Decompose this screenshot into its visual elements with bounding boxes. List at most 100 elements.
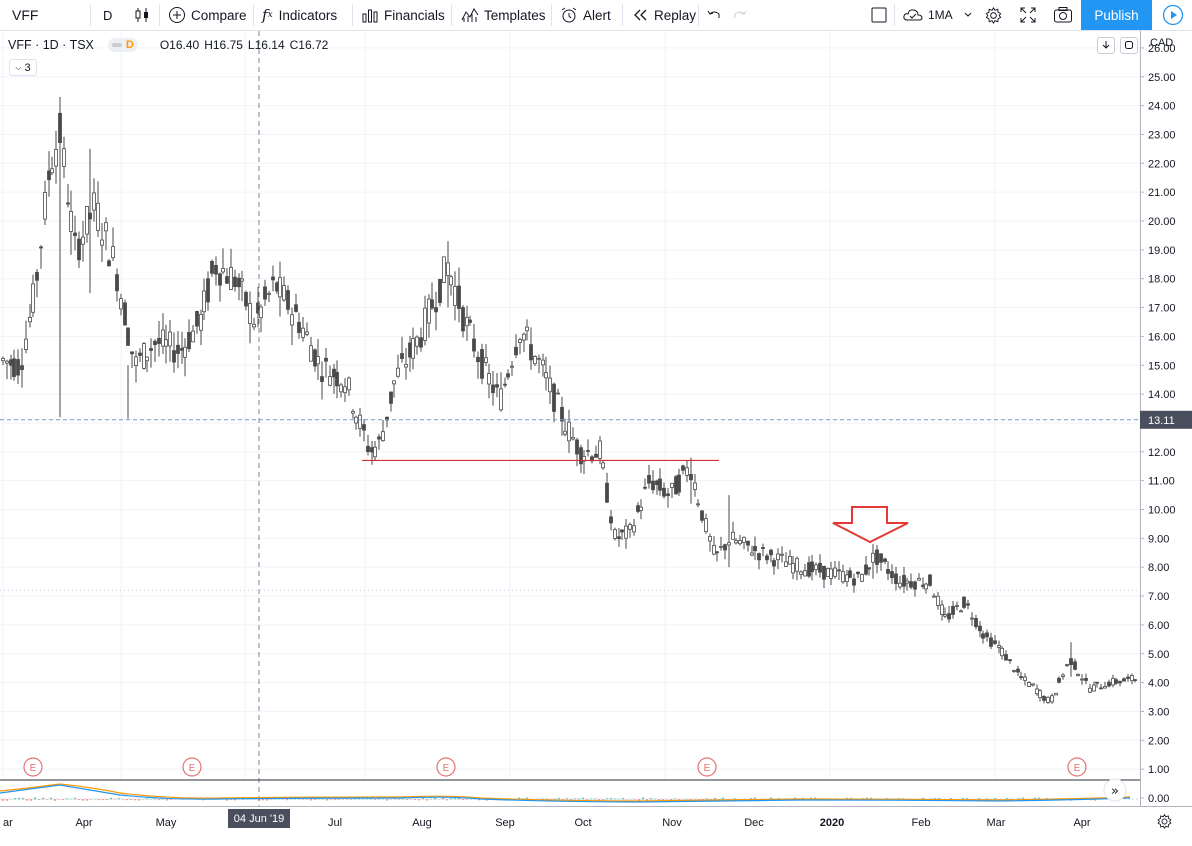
candle [1084, 673, 1088, 685]
candle [1031, 683, 1035, 687]
earnings-event-marker[interactable]: E [182, 757, 202, 777]
save-layout-button[interactable]: 1MA [902, 0, 973, 30]
candle [100, 223, 104, 262]
event-circle [436, 757, 456, 777]
price-tick-label: 24.00 [1148, 101, 1176, 113]
candle [829, 561, 833, 585]
candle [472, 323, 476, 358]
legend-symbol[interactable]: VFF · 1D · TSX [8, 38, 94, 52]
candle [161, 313, 165, 355]
snapshot-button[interactable] [1053, 0, 1073, 30]
earnings-event-marker[interactable]: E [697, 757, 717, 777]
candle [1065, 663, 1069, 667]
ohlc-values: O16.40 H16.75 L16.14 C16.72 [160, 38, 333, 52]
chart-type-button[interactable] [133, 0, 151, 30]
earnings-event-marker[interactable]: E [1067, 757, 1087, 777]
candle [818, 554, 822, 578]
symbol-search[interactable]: VFF [12, 0, 38, 30]
oscillator-pane[interactable] [0, 783, 1140, 803]
candle-body-up [541, 359, 545, 366]
candle-body-up [1027, 682, 1031, 687]
indicator-toggle[interactable]: ⌵ 3 [9, 59, 37, 76]
candle [396, 354, 400, 378]
interval-button[interactable]: D [103, 0, 112, 30]
candle-body-down [921, 584, 925, 587]
histogram-bar [1038, 797, 1040, 800]
current-price-marker[interactable]: 13.11 [1140, 410, 1192, 429]
alert-button[interactable]: Alert [560, 0, 611, 30]
time-scale[interactable] [0, 806, 1192, 846]
candle-body-down [928, 574, 932, 586]
publish-button[interactable]: Publish [1081, 0, 1152, 30]
price-tick-label: 10.00 [1148, 505, 1176, 517]
undo-button[interactable] [705, 0, 723, 30]
candle [354, 415, 358, 430]
candle [761, 543, 765, 557]
maximize-pane-button[interactable] [1120, 37, 1138, 54]
candle [1050, 693, 1054, 704]
candle [66, 184, 70, 208]
candle [259, 304, 263, 333]
select-layout-button[interactable] [870, 0, 888, 30]
fullscreen-button[interactable] [1019, 0, 1037, 30]
candle [917, 573, 921, 581]
gear-icon[interactable] [1156, 813, 1173, 835]
candle [677, 468, 681, 496]
redo-button[interactable] [731, 0, 749, 30]
replay-button[interactable]: Replay [631, 0, 696, 30]
histogram-bar [30, 799, 32, 801]
histogram-bar [110, 797, 112, 800]
candle-body-down [115, 274, 119, 292]
candle [468, 315, 472, 326]
expand-pane-button[interactable]: » [1103, 778, 1127, 802]
compare-button[interactable]: Compare [168, 0, 247, 30]
candle [788, 549, 792, 565]
templates-button[interactable]: Templates [461, 0, 546, 30]
histogram-bar [18, 797, 20, 800]
histogram-bar [638, 799, 640, 801]
candle [301, 316, 305, 342]
candle-body-up [453, 286, 457, 306]
candle [24, 320, 28, 354]
candle [1126, 673, 1130, 682]
candle [974, 614, 978, 630]
candle-body-up [803, 570, 807, 577]
histogram-bar [610, 797, 612, 800]
candles-icon [133, 6, 151, 24]
candle-body-down [503, 383, 507, 386]
indicator-count: 3 [24, 61, 31, 74]
play-button[interactable] [1153, 0, 1192, 30]
candle [39, 245, 43, 269]
candle [142, 341, 146, 370]
candle-body-down [1114, 679, 1118, 684]
candle-body-up [537, 357, 541, 360]
candle-body-up [96, 202, 100, 231]
candle-body-down [1099, 687, 1103, 690]
histogram-bar [70, 798, 72, 800]
candle-body-up [795, 558, 799, 572]
histogram-bar [442, 797, 444, 800]
candle-body-up [81, 236, 85, 245]
arrow-annotation[interactable] [832, 506, 909, 544]
candle [313, 348, 317, 372]
scroll-down-button[interactable] [1097, 37, 1115, 54]
candle-body-down [335, 372, 339, 387]
candle-body-down [88, 212, 92, 220]
earnings-event-marker[interactable]: E [23, 757, 43, 777]
chevron-down-icon[interactable] [963, 10, 973, 20]
candle [894, 566, 898, 591]
candle [556, 388, 560, 395]
histogram-bar [678, 799, 680, 801]
candle [742, 536, 746, 550]
histogram-bar [1018, 798, 1020, 800]
candle-body-down [529, 344, 533, 361]
candle-body-down [187, 332, 191, 350]
event-label: E [704, 763, 711, 774]
candle [955, 601, 959, 611]
candle-body-down [989, 637, 993, 647]
main-chart[interactable]: E E E E E » [0, 31, 1140, 846]
financials-button[interactable]: Financials [361, 0, 445, 30]
settings-button[interactable] [984, 0, 1003, 30]
earnings-event-marker[interactable]: E [436, 757, 456, 777]
